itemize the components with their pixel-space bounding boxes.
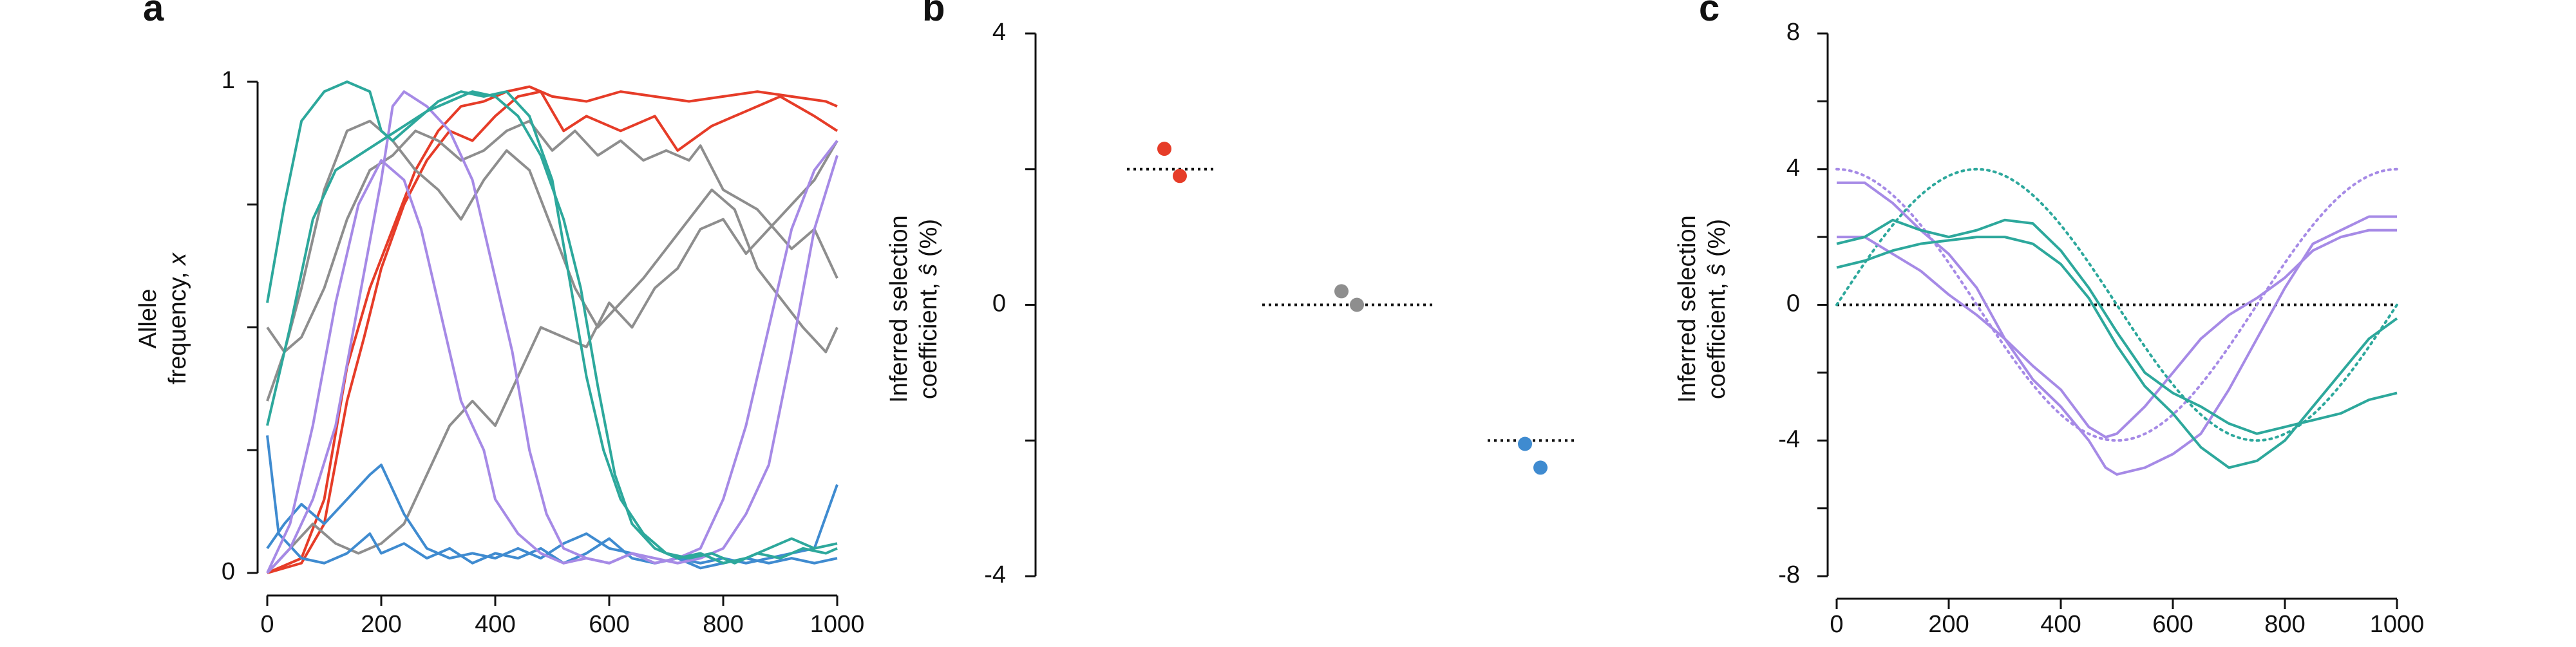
panel-b-point: [1173, 169, 1187, 183]
panel-b-y-tick-label: -4: [984, 561, 1006, 588]
panel-c-x-tick-label: 600: [2152, 611, 2193, 638]
panel-a-series-line: [266, 90, 838, 574]
panel-c-x-tick-label: 0: [1830, 611, 1843, 638]
panel-b-ylabel-line2: coefficient, ŝ (%): [915, 219, 942, 399]
panel-a-series-line: [266, 90, 838, 565]
panel-a-series-line: [266, 140, 838, 574]
panel-a-x-tick-label: 400: [475, 611, 515, 638]
panel-a-x-tick-label: 800: [703, 611, 743, 638]
panel-c-ylabel-line2: coefficient, ŝ (%): [1703, 219, 1730, 399]
panel-a-x-tick-label: 1000: [810, 611, 865, 638]
panel-b-y-tick-label: 0: [992, 290, 1006, 317]
panel-c-plot: 8 4 0 -4 -8 0 200 400 600 800 1000: [1778, 19, 2424, 638]
panel-c-y-tick-label: 4: [1786, 155, 1800, 182]
panel-a-series-line: [267, 90, 838, 574]
panel-c-y-tick-label: -8: [1778, 561, 1800, 588]
panel-c-x-tick-label: 1000: [2370, 611, 2425, 638]
panel-b-point: [1518, 436, 1532, 451]
panel-a-x-tick-label: 200: [361, 611, 401, 638]
panel-a-y-tick-label: 0: [222, 558, 235, 585]
panel-a-series-line: [266, 120, 838, 353]
panel-c-x-tick-label: 200: [1928, 611, 1969, 638]
panel-a-x-tick-label: 600: [589, 611, 629, 638]
panel-a-series-line: [266, 120, 838, 402]
panel-b-plot: 4 0 -4: [984, 19, 1578, 588]
panel-c-series-line: [1836, 236, 2398, 469]
panel-a-y-tick-label: 1: [222, 67, 235, 94]
panel-a-series-line: [266, 464, 838, 570]
panel-b-point: [1334, 284, 1349, 299]
panel-a-x-tick-label: 0: [260, 611, 274, 638]
panel-label-a: a: [143, 0, 164, 29]
panel-c-y-tick-label: 8: [1786, 19, 1800, 46]
panel-a-series-line: [267, 85, 838, 574]
panel-c-series-line: [1836, 218, 2398, 435]
panel-b-ylabel-line1: Inferred selection: [886, 215, 913, 403]
panel-c-y-tick-label: -4: [1778, 426, 1800, 453]
panel-c-ylabel-line1: Inferred selection: [1674, 215, 1701, 403]
panel-a-ylabel-line2: frequency, x: [164, 252, 191, 384]
panel-c-x-tick-label: 400: [2040, 611, 2081, 638]
panel-c-x-tick-label: 800: [2264, 611, 2305, 638]
panel-b-point: [1157, 142, 1171, 156]
panel-c-y-tick-label: 0: [1786, 290, 1800, 317]
panel-c-series-line: [1837, 229, 2397, 438]
panel-b-point: [1533, 460, 1548, 475]
panel-b-y-tick-label: 4: [992, 19, 1006, 46]
panel-a-series-line: [266, 155, 838, 574]
panel-a-series-line: [266, 80, 838, 565]
panel-label-b: b: [922, 0, 945, 29]
panel-a-ylabel-line1: Allele: [135, 289, 162, 349]
panel-b-point: [1350, 297, 1364, 312]
panel-label-c: c: [1699, 0, 1719, 29]
panel-a-plot: 0 1 0 200 400 600 800 1000: [222, 67, 864, 638]
